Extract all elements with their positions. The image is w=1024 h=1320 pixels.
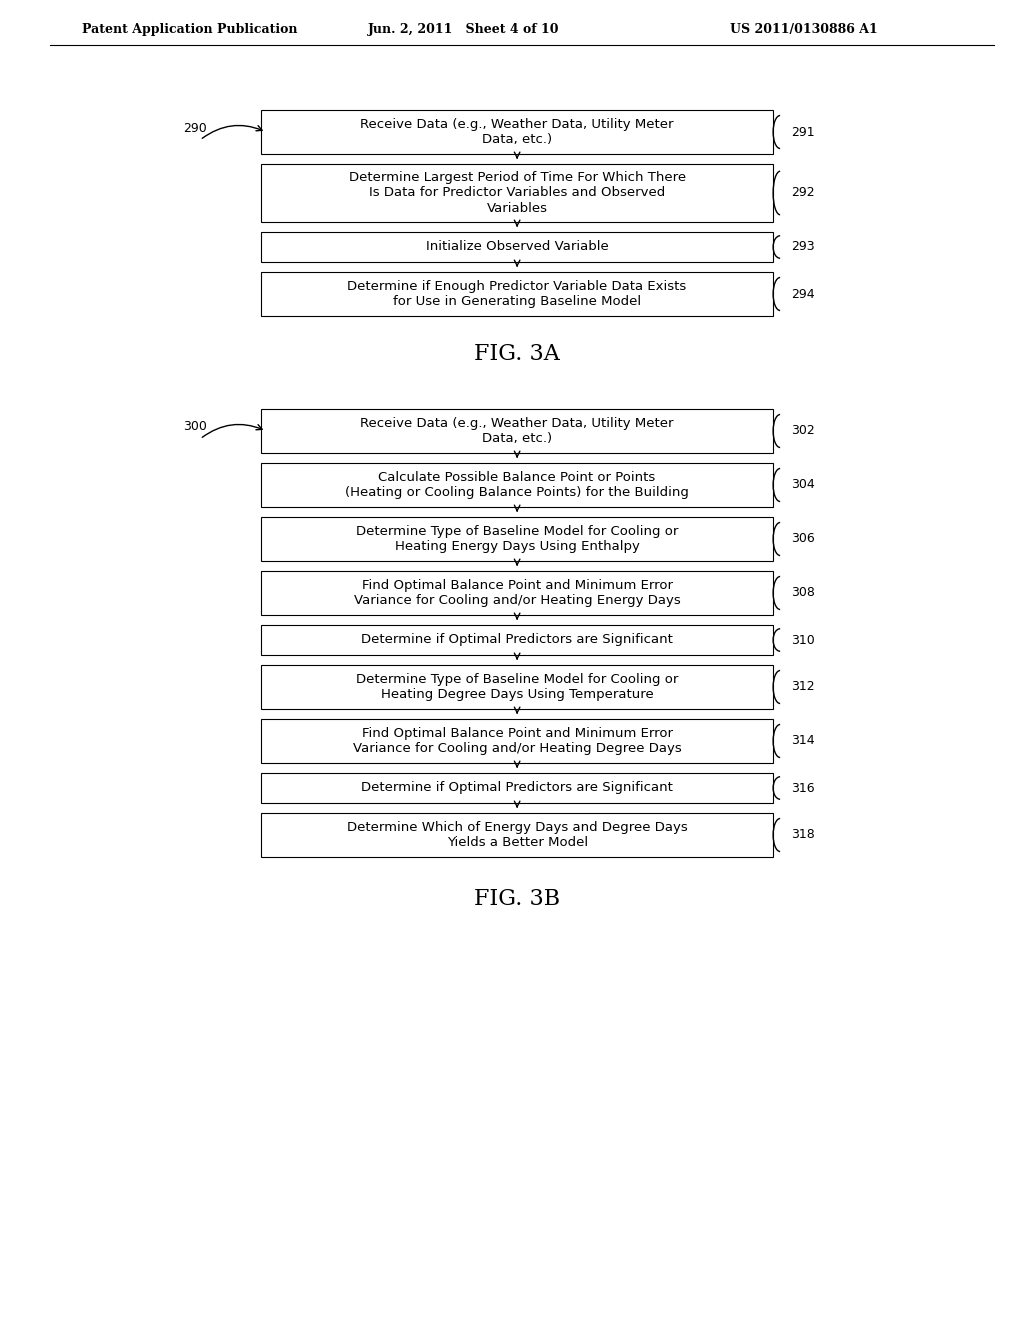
Text: Find Optimal Balance Point and Minimum Error
Variance for Cooling and/or Heating: Find Optimal Balance Point and Minimum E…	[353, 579, 681, 607]
FancyBboxPatch shape	[261, 110, 773, 154]
FancyBboxPatch shape	[261, 624, 773, 655]
Text: 302: 302	[792, 425, 815, 437]
Text: 310: 310	[792, 634, 815, 647]
FancyBboxPatch shape	[261, 409, 773, 453]
Text: Determine if Optimal Predictors are Significant: Determine if Optimal Predictors are Sign…	[361, 781, 673, 795]
Text: 291: 291	[792, 125, 815, 139]
Text: Jun. 2, 2011   Sheet 4 of 10: Jun. 2, 2011 Sheet 4 of 10	[368, 24, 559, 37]
FancyBboxPatch shape	[261, 232, 773, 261]
Text: Initialize Observed Variable: Initialize Observed Variable	[426, 240, 608, 253]
Text: FIG. 3A: FIG. 3A	[474, 343, 560, 366]
Text: Receive Data (e.g., Weather Data, Utility Meter
Data, etc.): Receive Data (e.g., Weather Data, Utilit…	[360, 417, 674, 445]
Text: Calculate Possible Balance Point or Points
(Heating or Cooling Balance Points) f: Calculate Possible Balance Point or Poin…	[345, 471, 689, 499]
FancyBboxPatch shape	[261, 719, 773, 763]
Text: Determine Largest Period of Time For Which There
Is Data for Predictor Variables: Determine Largest Period of Time For Whi…	[348, 172, 686, 214]
FancyBboxPatch shape	[261, 774, 773, 803]
Text: Determine if Optimal Predictors are Significant: Determine if Optimal Predictors are Sign…	[361, 634, 673, 647]
Text: 290: 290	[183, 121, 207, 135]
FancyBboxPatch shape	[261, 272, 773, 315]
Text: Determine if Enough Predictor Variable Data Exists
for Use in Generating Baselin: Determine if Enough Predictor Variable D…	[347, 280, 687, 308]
FancyBboxPatch shape	[261, 813, 773, 857]
Text: 312: 312	[792, 681, 815, 693]
Text: 300: 300	[183, 421, 207, 433]
Text: 314: 314	[792, 734, 815, 747]
Text: 308: 308	[792, 586, 815, 599]
FancyBboxPatch shape	[261, 517, 773, 561]
FancyBboxPatch shape	[261, 463, 773, 507]
Text: 293: 293	[792, 240, 815, 253]
FancyBboxPatch shape	[261, 572, 773, 615]
Text: US 2011/0130886 A1: US 2011/0130886 A1	[730, 24, 878, 37]
Text: FIG. 3B: FIG. 3B	[474, 888, 560, 909]
Text: Determine Which of Energy Days and Degree Days
Yields a Better Model: Determine Which of Energy Days and Degre…	[347, 821, 687, 849]
Text: Patent Application Publication: Patent Application Publication	[82, 24, 298, 37]
Text: Receive Data (e.g., Weather Data, Utility Meter
Data, etc.): Receive Data (e.g., Weather Data, Utilit…	[360, 117, 674, 147]
Text: 294: 294	[792, 288, 815, 301]
Text: Find Optimal Balance Point and Minimum Error
Variance for Cooling and/or Heating: Find Optimal Balance Point and Minimum E…	[352, 727, 682, 755]
Text: 292: 292	[792, 186, 815, 199]
Text: Determine Type of Baseline Model for Cooling or
Heating Degree Days Using Temper: Determine Type of Baseline Model for Coo…	[356, 673, 678, 701]
FancyBboxPatch shape	[261, 164, 773, 222]
Text: Determine Type of Baseline Model for Cooling or
Heating Energy Days Using Enthal: Determine Type of Baseline Model for Coo…	[356, 525, 678, 553]
Text: 318: 318	[792, 829, 815, 842]
Text: 304: 304	[792, 479, 815, 491]
Text: 316: 316	[792, 781, 815, 795]
Text: 306: 306	[792, 532, 815, 545]
FancyBboxPatch shape	[261, 665, 773, 709]
